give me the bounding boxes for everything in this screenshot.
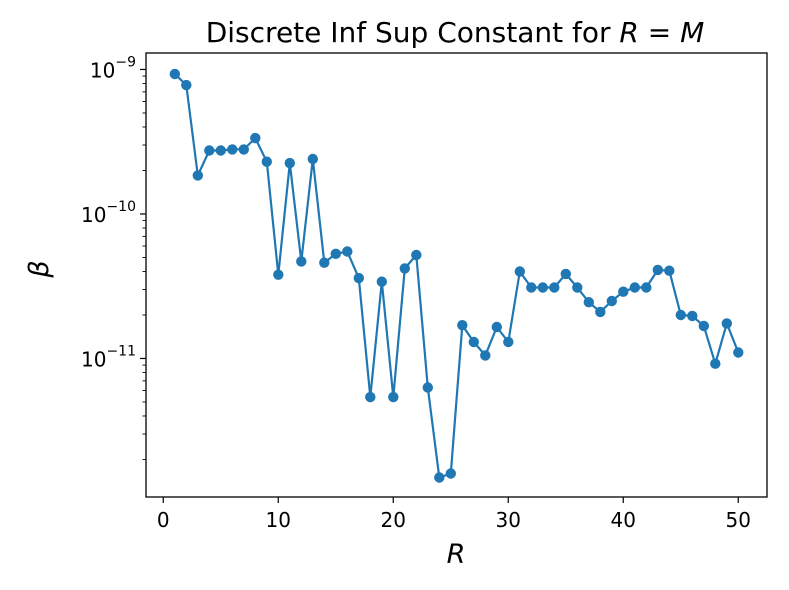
x-tick-label: 10 (266, 508, 291, 532)
data-point (537, 282, 548, 293)
data-point (503, 336, 514, 348)
data-point (457, 320, 468, 331)
data-point (307, 153, 318, 165)
x-tick-label: 40 (611, 508, 636, 532)
y-tick-base: 10 (90, 58, 115, 82)
data-point (514, 266, 525, 277)
data-point (721, 318, 732, 329)
data-point (215, 145, 226, 156)
data-point (675, 309, 686, 321)
data-point (606, 295, 617, 307)
plot-frame (145, 52, 768, 498)
data-point (549, 282, 560, 293)
data-point (664, 265, 675, 276)
chart-title-prefix: Discrete Inf Sup Constant for (206, 16, 620, 49)
y-tick-exponent: −11 (106, 343, 136, 359)
data-point (227, 144, 238, 155)
x-tick-label: 30 (496, 508, 521, 532)
y-tick-base: 10 (81, 203, 106, 227)
data-point (583, 297, 594, 308)
y-tick-base: 10 (81, 347, 106, 371)
x-tick-label: 50 (726, 508, 751, 532)
data-point (526, 282, 537, 293)
data-point (399, 263, 410, 274)
data-point (560, 268, 571, 280)
y-tick-label: 10−9 (90, 54, 136, 82)
data-point (445, 468, 456, 479)
x-axis: 0 10 20 30 40 50 (157, 497, 751, 532)
data-point (480, 350, 491, 361)
data-point (169, 68, 180, 80)
data-point (319, 257, 330, 268)
data-point (284, 157, 295, 169)
data-point (273, 269, 284, 280)
data-point (342, 246, 353, 257)
x-axis-label: R (447, 539, 466, 570)
data-point (595, 306, 606, 318)
y-tick-label: 10−10 (81, 199, 136, 227)
data-point (330, 248, 341, 259)
data-point (652, 264, 663, 276)
data-point (250, 132, 261, 144)
data-point (491, 321, 502, 333)
data-point (641, 282, 652, 293)
data-point (181, 79, 192, 91)
data-point (687, 310, 698, 322)
y-tick-exponent: −9 (115, 54, 136, 70)
data-point (204, 145, 215, 156)
data-point (192, 170, 203, 181)
data-point (296, 256, 307, 267)
data-point (411, 249, 422, 261)
data-point (365, 391, 376, 403)
x-tick-label: 20 (381, 508, 406, 532)
y-tick-exponent: −10 (106, 199, 136, 215)
chart-title-math: R = M (619, 16, 704, 49)
data-point (376, 276, 387, 287)
y-tick-label: 10−11 (81, 343, 136, 371)
chart-title: Discrete Inf Sup Constant for R = M (206, 16, 705, 49)
data-point (710, 358, 721, 369)
data-point (733, 347, 744, 358)
data-point (353, 272, 364, 284)
x-tick-label: 0 (157, 508, 170, 532)
data-point (698, 320, 709, 332)
y-axis-label: β (24, 260, 55, 278)
data-point (468, 336, 479, 348)
plot-area (169, 68, 744, 483)
data-point (572, 282, 583, 293)
data-point (618, 286, 629, 297)
data-point (434, 472, 445, 483)
data-point (388, 391, 399, 403)
data-point (629, 282, 640, 293)
data-point (261, 156, 272, 167)
data-point (238, 144, 249, 155)
data-point (422, 382, 433, 393)
